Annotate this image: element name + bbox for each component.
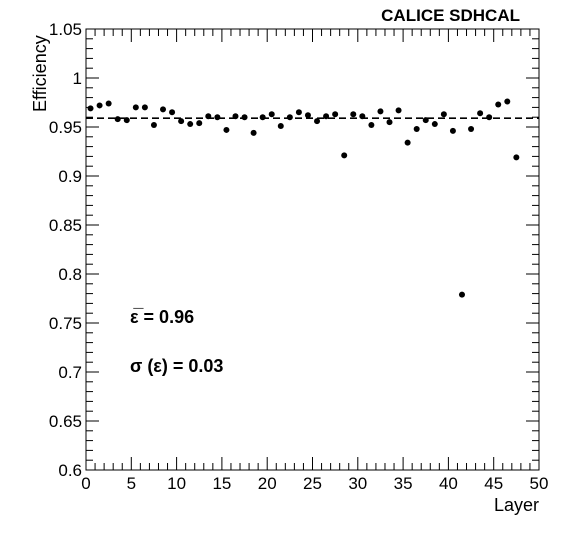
data-point xyxy=(96,102,103,109)
axis-ticks xyxy=(85,28,540,471)
data-point xyxy=(196,120,203,127)
data-point xyxy=(350,111,357,118)
x-tick-label: 10 xyxy=(167,474,186,493)
y-tick-label: 0.8 xyxy=(58,265,82,284)
x-tick-label: 5 xyxy=(127,474,136,493)
data-point xyxy=(422,117,429,124)
data-point xyxy=(341,152,348,159)
data-point xyxy=(377,108,384,115)
data-point xyxy=(495,101,502,108)
data-point xyxy=(404,139,411,146)
data-point xyxy=(132,104,139,111)
x-tick-label: 35 xyxy=(394,474,413,493)
x-tick-label: 15 xyxy=(212,474,231,493)
data-point xyxy=(214,114,221,121)
data-points xyxy=(87,98,520,298)
data-point xyxy=(413,125,420,132)
data-point xyxy=(169,109,176,116)
data-point xyxy=(323,113,330,120)
data-point xyxy=(458,291,465,298)
data-point xyxy=(87,105,94,112)
data-point xyxy=(268,111,275,118)
y-tick-label: 0.75 xyxy=(49,314,82,333)
data-point xyxy=(123,117,130,124)
data-point xyxy=(178,118,185,125)
y-tick-label: 1 xyxy=(73,69,82,88)
data-point xyxy=(187,121,194,128)
data-point xyxy=(259,114,266,121)
data-point xyxy=(395,107,402,114)
data-point xyxy=(359,113,366,120)
plot-frame-layer xyxy=(85,28,540,471)
y-tick-label: 0.9 xyxy=(58,167,82,186)
y-tick-label: 0.85 xyxy=(49,216,82,235)
data-point xyxy=(449,127,456,134)
data-point xyxy=(368,122,375,129)
mean-efficiency-annotation: ε̅ = 0.96 xyxy=(130,307,194,327)
data-point xyxy=(241,114,248,121)
x-axis-label: Layer xyxy=(494,495,539,515)
data-point xyxy=(223,126,230,133)
x-tick-label: 50 xyxy=(530,474,549,493)
y-tick-label: 0.95 xyxy=(49,118,82,137)
x-axis-tick-labels: 0 5 10 15 20 25 30 35 40 45 50 xyxy=(81,474,548,493)
y-axis-tick-labels: 0.6 0.65 0.7 0.75 0.8 0.85 0.9 0.95 1 1.05 xyxy=(49,20,82,480)
data-point xyxy=(513,154,520,161)
data-point xyxy=(150,122,157,129)
y-tick-label: 0.65 xyxy=(49,412,82,431)
y-axis-label: Efficiency xyxy=(30,35,50,112)
data-point xyxy=(431,121,438,128)
data-point xyxy=(486,114,493,121)
x-tick-label: 0 xyxy=(81,474,90,493)
data-point xyxy=(295,109,302,116)
y-tick-label: 0.7 xyxy=(58,363,82,382)
data-point xyxy=(114,116,121,123)
data-point xyxy=(105,100,112,107)
y-tick-label: 1.05 xyxy=(49,20,82,39)
plot-frame xyxy=(85,28,540,471)
data-point xyxy=(160,106,167,113)
data-point xyxy=(232,113,239,120)
data-point xyxy=(141,104,148,111)
data-point xyxy=(440,111,447,118)
data-point xyxy=(250,129,257,136)
x-tick-label: 25 xyxy=(303,474,322,493)
x-tick-label: 40 xyxy=(439,474,458,493)
efficiency-sigma-annotation: σ (ε) = 0.03 xyxy=(130,356,223,376)
data-point xyxy=(286,114,293,121)
data-point xyxy=(477,110,484,117)
data-point xyxy=(468,125,475,132)
data-point xyxy=(314,118,321,125)
chart-title: CALICE SDHCAL xyxy=(381,6,520,25)
x-tick-label: 20 xyxy=(258,474,277,493)
data-point xyxy=(205,113,212,120)
data-point xyxy=(386,119,393,126)
x-tick-label: 45 xyxy=(484,474,503,493)
data-point xyxy=(304,112,311,119)
y-tick-label: 0.6 xyxy=(58,461,82,480)
data-point xyxy=(504,98,511,105)
x-tick-label: 30 xyxy=(348,474,367,493)
data-point xyxy=(277,123,284,130)
data-point xyxy=(332,111,339,118)
